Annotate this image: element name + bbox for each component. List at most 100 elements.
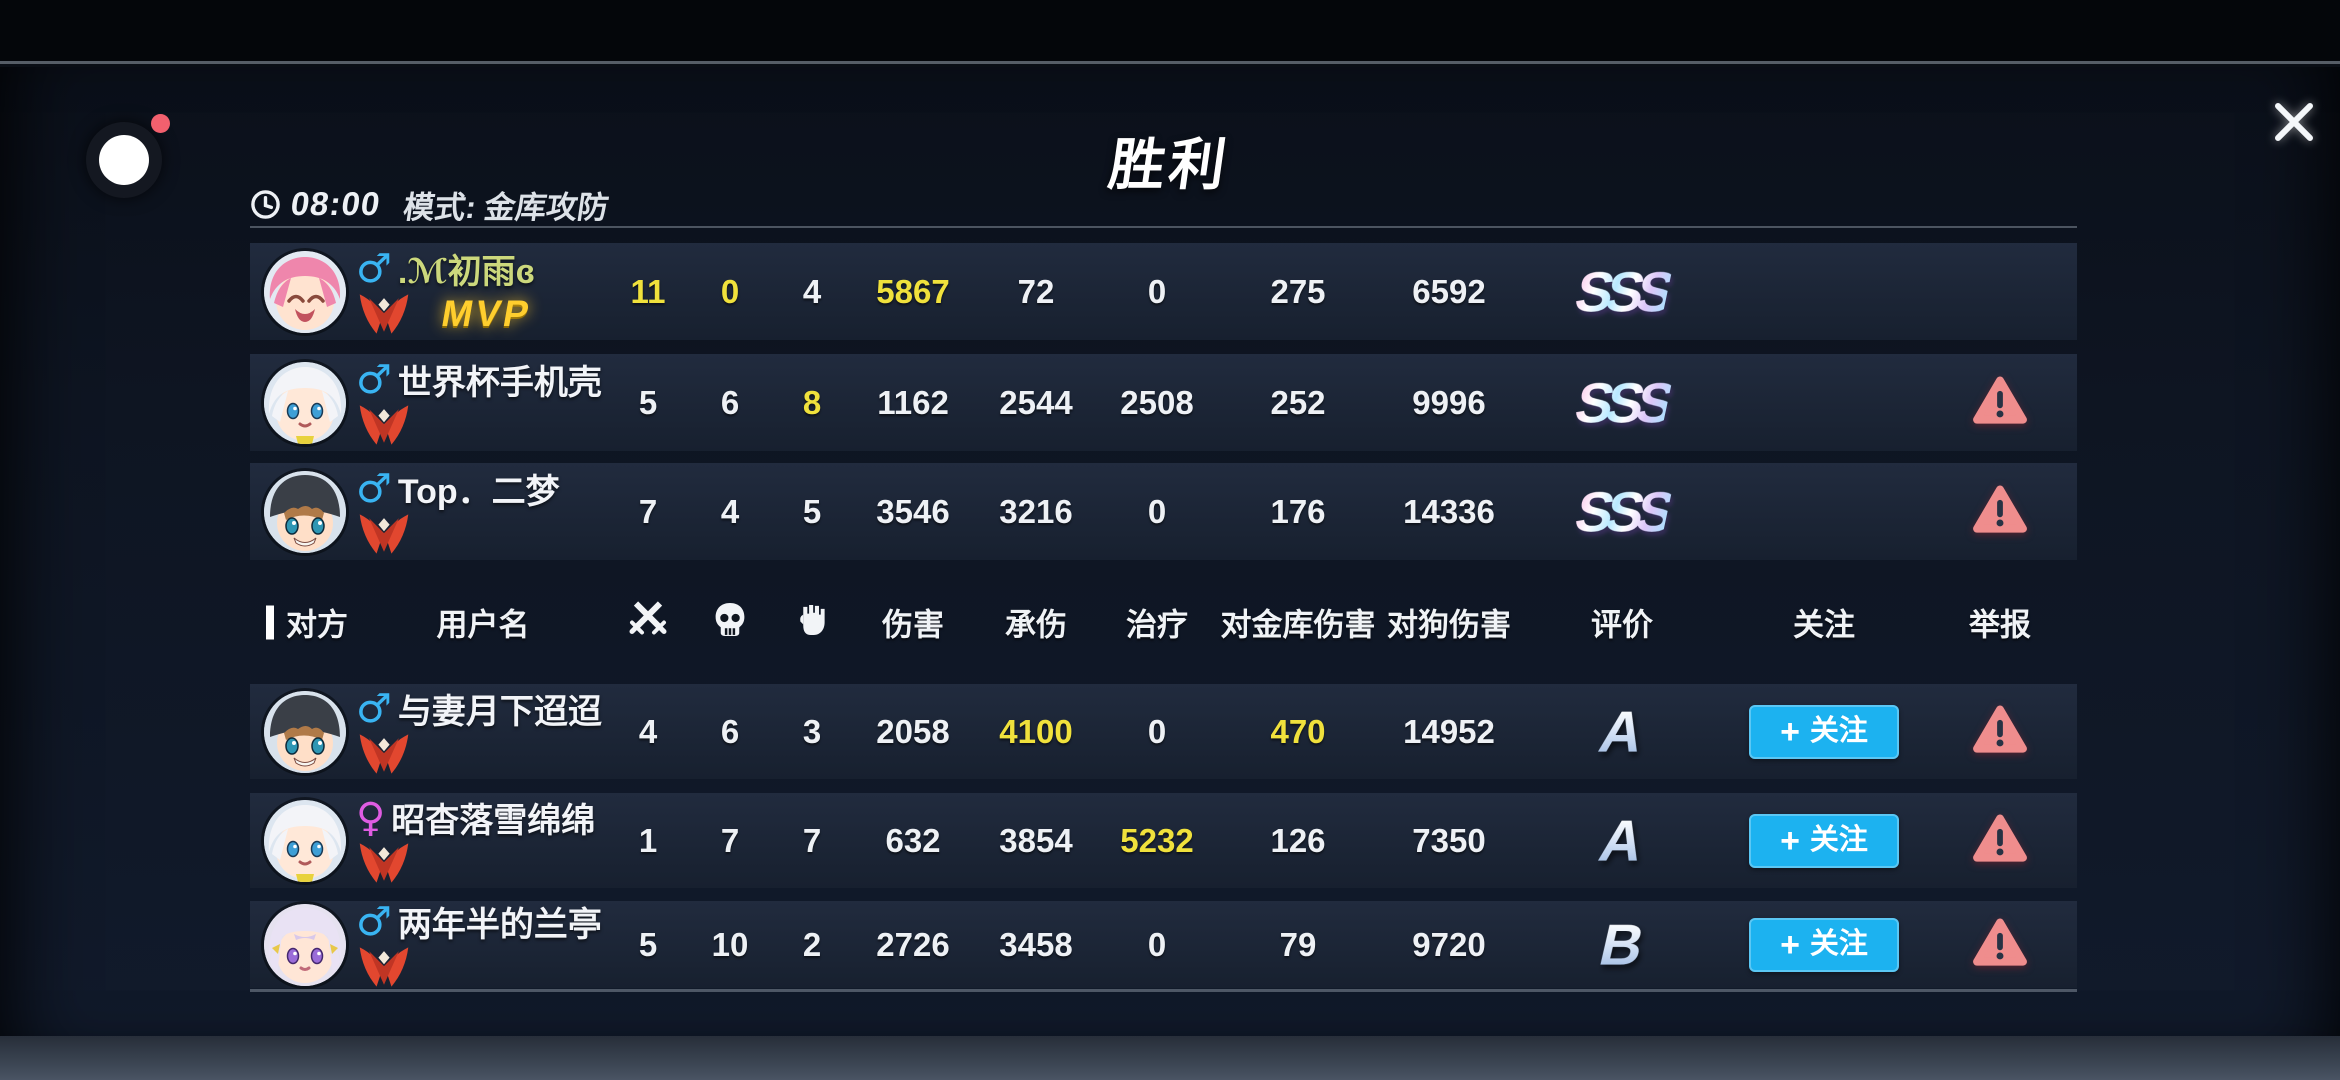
stat-assists: 5 bbox=[802, 492, 822, 530]
avatar-pink-hair bbox=[264, 250, 346, 333]
stat-dog-damage: 9720 bbox=[1412, 925, 1486, 963]
report-button[interactable] bbox=[1972, 813, 2028, 868]
stat-healing: 0 bbox=[1147, 272, 1167, 310]
stat-assists: 3 bbox=[802, 712, 822, 750]
crossed-swords-icon bbox=[628, 601, 668, 644]
avatar[interactable] bbox=[264, 361, 346, 444]
follow-label: 关注 bbox=[1809, 715, 1868, 747]
match-info: 08:00 模式: 金库攻防 bbox=[250, 184, 612, 225]
stat-vault-damage: 275 bbox=[1270, 272, 1326, 310]
gender-male-icon: ♂ bbox=[356, 685, 392, 732]
stat-healing: 0 bbox=[1147, 925, 1167, 963]
stat-healing: 0 bbox=[1147, 712, 1167, 750]
rank-badge-icon bbox=[359, 946, 409, 987]
avatar[interactable] bbox=[264, 250, 346, 333]
plus-icon: + bbox=[1780, 925, 1800, 964]
stat-dog-damage: 6592 bbox=[1412, 272, 1486, 310]
report-button[interactable] bbox=[1972, 484, 2028, 539]
close-button[interactable] bbox=[2264, 92, 2324, 152]
report-button[interactable] bbox=[1972, 375, 2028, 430]
warning-triangle-icon bbox=[1973, 375, 2027, 424]
table-row: ♀ 昭杳落雪绵绵 1 7 7 632 3854 5232 126 7350 A … bbox=[250, 793, 2077, 888]
report-button[interactable] bbox=[1972, 917, 2028, 972]
avatar[interactable] bbox=[264, 690, 346, 773]
player-name: 昭杳落雪绵绵 bbox=[391, 802, 596, 840]
skull-icon bbox=[712, 601, 749, 643]
col-follow: 关注 bbox=[1793, 607, 1855, 643]
match-mode: 模式: 金库攻防 bbox=[401, 189, 612, 225]
col-taken: 承伤 bbox=[1005, 607, 1067, 643]
close-icon bbox=[2275, 103, 2313, 141]
stat-taken: 4100 bbox=[999, 712, 1073, 750]
follow-button[interactable]: + 关注 bbox=[1749, 917, 1899, 972]
rank-badge-icon bbox=[359, 404, 409, 445]
player-info: ♂ Top．二梦 bbox=[356, 468, 560, 556]
rank-badge-icon bbox=[359, 293, 409, 334]
stat-kills: 4 bbox=[638, 712, 658, 750]
follow-label: 关注 bbox=[1809, 928, 1868, 960]
player-name: Top．二梦 bbox=[397, 473, 560, 511]
stat-deaths: 10 bbox=[711, 925, 749, 963]
player-info: ♂ 与妻月下迢迢 bbox=[356, 688, 602, 776]
player-name: 与妻月下迢迢 bbox=[397, 693, 602, 731]
col-rating: 评价 bbox=[1591, 607, 1653, 643]
rating-badge: B bbox=[1593, 912, 1651, 977]
stat-healing: 2508 bbox=[1120, 383, 1194, 421]
player-name: 世界杯手机壳 bbox=[397, 364, 602, 402]
col-dog-damage: 对狗伤害 bbox=[1387, 607, 1511, 643]
avatar[interactable] bbox=[264, 799, 346, 882]
avatar[interactable] bbox=[264, 903, 346, 986]
report-button[interactable] bbox=[1972, 704, 2028, 759]
avatar[interactable] bbox=[264, 470, 346, 553]
player-info: ♂ 两年半的兰亭 bbox=[356, 901, 602, 989]
table-row: ♂ 两年半的兰亭 5 10 2 2726 3458 0 79 9720 B + … bbox=[250, 901, 2077, 988]
fist-icon bbox=[796, 601, 829, 643]
divider bbox=[250, 226, 2077, 228]
stat-damage: 632 bbox=[885, 821, 941, 859]
stat-deaths: 6 bbox=[720, 383, 740, 421]
follow-button[interactable]: + 关注 bbox=[1749, 813, 1899, 868]
follow-label: 关注 bbox=[1809, 824, 1868, 856]
stat-damage: 1162 bbox=[877, 383, 949, 421]
col-damage: 伤害 bbox=[882, 607, 944, 643]
player-info: ♀ 昭杳落雪绵绵 bbox=[356, 797, 595, 885]
stat-assists: 2 bbox=[802, 925, 822, 963]
col-username: 用户名 bbox=[436, 607, 530, 643]
stat-deaths: 6 bbox=[720, 712, 740, 750]
follow-button[interactable]: + 关注 bbox=[1749, 704, 1899, 759]
col-report: 举报 bbox=[1969, 607, 2031, 643]
stat-assists: 4 bbox=[802, 272, 822, 310]
rank-badge-icon bbox=[359, 842, 409, 883]
gender-female-icon: ♀ bbox=[356, 794, 386, 841]
table-header: 对方 用户名 伤害 承伤 治疗 对金库伤害 对狗伤害 评价 关注 bbox=[250, 592, 2077, 652]
stat-healing: 5232 bbox=[1120, 821, 1194, 859]
stat-dog-damage: 14336 bbox=[1403, 492, 1495, 530]
record-button[interactable] bbox=[86, 122, 162, 198]
player-name: 两年半的兰亭 bbox=[397, 906, 602, 944]
stat-assists: 8 bbox=[802, 383, 822, 421]
warning-triangle-icon bbox=[1973, 813, 2027, 862]
stat-taken: 72 bbox=[1017, 272, 1055, 310]
rating-badge: SSS bbox=[1569, 371, 1675, 434]
avatar-white-hair bbox=[264, 361, 346, 444]
clock-icon bbox=[251, 189, 280, 219]
col-healing: 治疗 bbox=[1126, 607, 1188, 643]
stat-healing: 0 bbox=[1147, 492, 1167, 530]
player-info: ♂ 世界杯手机壳 bbox=[356, 359, 602, 447]
table-row: ♂ 世界杯手机壳 5 6 8 1162 2544 2508 252 9996 S… bbox=[250, 354, 2077, 451]
rating-badge: SSS bbox=[1569, 480, 1675, 543]
stat-damage: 3546 bbox=[876, 492, 950, 530]
table-row: ♂ 与妻月下迢迢 4 6 3 2058 4100 0 470 14952 A +… bbox=[250, 684, 2077, 779]
divider bbox=[250, 989, 2077, 992]
warning-triangle-icon bbox=[1973, 484, 2027, 533]
stat-vault-damage: 470 bbox=[1270, 712, 1326, 750]
gender-male-icon: ♂ bbox=[356, 245, 392, 292]
notification-dot bbox=[151, 114, 170, 133]
stat-damage: 2726 bbox=[876, 925, 950, 963]
record-dot-icon bbox=[99, 135, 149, 185]
stat-taken: 3854 bbox=[999, 821, 1073, 859]
warning-triangle-icon bbox=[1973, 704, 2027, 753]
stat-kills: 1 bbox=[638, 821, 658, 859]
bottom-letterbox-bar bbox=[0, 1036, 2340, 1080]
avatar-purple-eyes bbox=[264, 903, 346, 986]
